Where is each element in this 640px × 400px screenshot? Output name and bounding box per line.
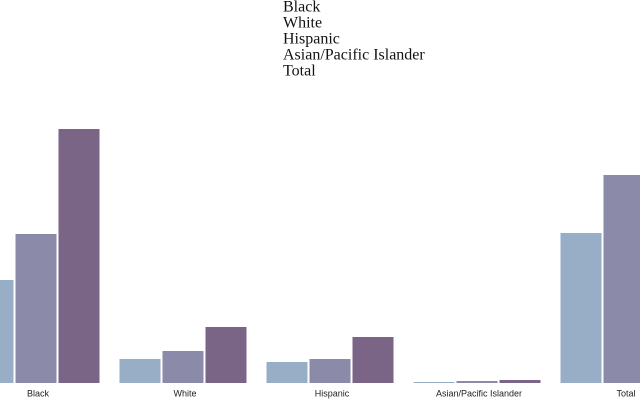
x-tick-label: Hispanic (315, 388, 350, 398)
legend-entry: Black (283, 0, 320, 16)
bar (15, 234, 57, 383)
bar (603, 175, 640, 383)
bar (266, 362, 308, 383)
bar (456, 381, 498, 383)
legend-entry: White (283, 15, 322, 32)
bar (309, 359, 351, 383)
bar (162, 351, 204, 383)
bar (119, 359, 161, 383)
bar (205, 327, 247, 383)
bar (560, 233, 602, 383)
bar (0, 280, 14, 383)
x-tick-label: White (173, 388, 196, 398)
bar (499, 380, 541, 383)
bar (352, 337, 394, 383)
legend-entry: Asian/Pacific Islander (283, 47, 425, 64)
legend-entry: Total (283, 63, 316, 80)
x-tick-label: Asian/Pacific Islander (436, 388, 522, 398)
bar (413, 382, 455, 383)
x-tick-label: Total (616, 388, 635, 398)
bar (58, 129, 100, 383)
x-tick-label: Black (27, 388, 50, 398)
legend-entry: Hispanic (283, 31, 340, 48)
